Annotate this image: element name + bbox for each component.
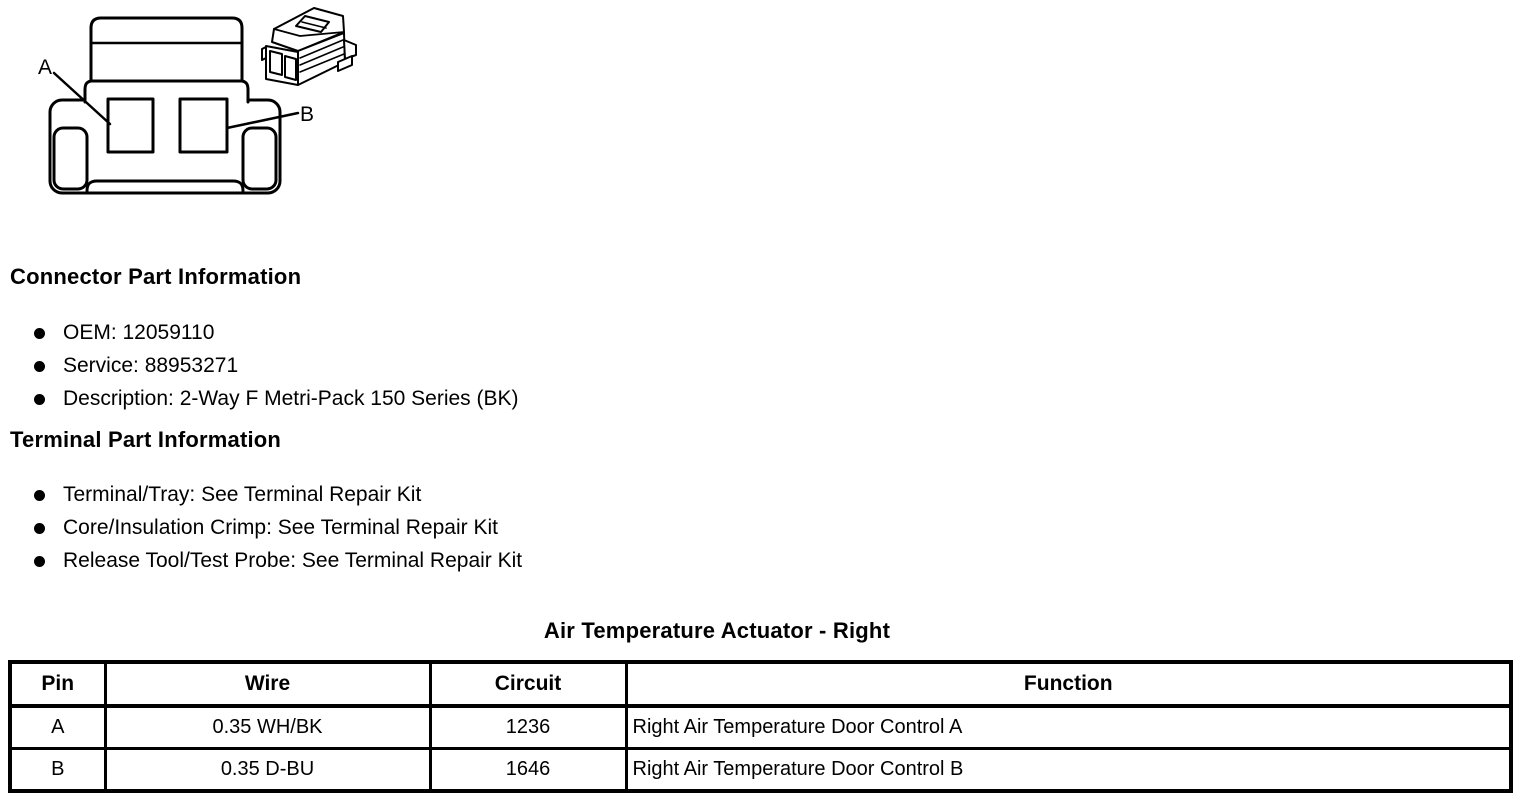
list-item-service: Service: 88953271 [32, 354, 519, 387]
cell-wire: 0.35 D-BU [103, 747, 432, 793]
section-heading-terminal-part-information: Terminal Part Information [10, 427, 282, 452]
pinout-table: Pin Wire Circuit Function A 0.35 WH/BK 1… [8, 660, 1513, 793]
table-title: Air Temperature Actuator - Right [543, 618, 891, 643]
cell-pin: B [8, 747, 107, 793]
section-heading-connector-part-information: Connector Part Information [10, 264, 302, 289]
cell-circuit: 1236 [428, 704, 628, 750]
terminal-info-list: Terminal/Tray: See Terminal Repair Kit C… [32, 483, 522, 582]
cell-circuit: 1646 [428, 747, 628, 793]
connector-isometric-view [261, 7, 357, 86]
cell-function: Right Air Temperature Door Control A [624, 704, 1513, 750]
pin-b-label: B [300, 103, 314, 126]
cell-wire: 0.35 WH/BK [103, 704, 432, 750]
column-header-circuit: Circuit [428, 660, 628, 708]
table-header-row: Pin Wire Circuit Function [8, 660, 1513, 708]
list-item-release-tool-test-probe: Release Tool/Test Probe: See Terminal Re… [32, 549, 522, 582]
column-header-pin: Pin [8, 660, 107, 708]
column-header-function: Function [624, 660, 1513, 708]
list-item-core-insulation-crimp: Core/Insulation Crimp: See Terminal Repa… [32, 516, 522, 549]
list-item-oem: OEM: 12059110 [32, 321, 519, 354]
connector-front-view [48, 16, 282, 195]
list-item-description: Description: 2-Way F Metri-Pack 150 Seri… [32, 387, 519, 420]
connector-info-list: OEM: 12059110 Service: 88953271 Descript… [32, 321, 519, 420]
cavity-a [106, 97, 155, 154]
cell-function: Right Air Temperature Door Control B [624, 747, 1513, 793]
table-row: B 0.35 D-BU 1646 Right Air Temperature D… [8, 747, 1513, 793]
cell-pin: A [8, 704, 107, 750]
list-item-terminal-tray: Terminal/Tray: See Terminal Repair Kit [32, 483, 522, 516]
column-header-wire: Wire [103, 660, 432, 708]
connector-diagram: A B [38, 7, 357, 195]
leader-lines [52, 71, 300, 130]
table-row: A 0.35 WH/BK 1236 Right Air Temperature … [8, 704, 1513, 750]
pin-a-label: A [38, 56, 52, 79]
cavity-b [178, 97, 229, 154]
